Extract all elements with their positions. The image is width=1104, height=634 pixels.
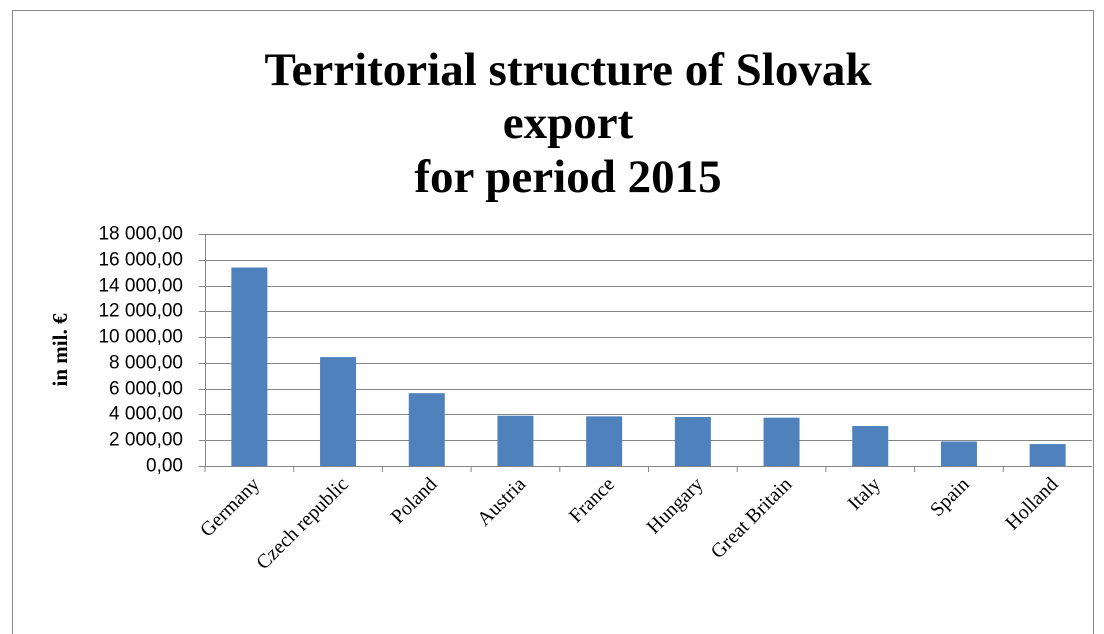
bar bbox=[497, 415, 534, 466]
y-tick-label: 4 000,00 bbox=[109, 404, 183, 425]
bar bbox=[1029, 444, 1066, 466]
y-tick-label: 18 000,00 bbox=[98, 224, 183, 245]
bar bbox=[852, 426, 889, 466]
y-tick-label: 12 000,00 bbox=[98, 301, 183, 322]
chart-title: for period 2015 bbox=[414, 151, 721, 203]
y-axis-label: in mil. € bbox=[48, 313, 72, 386]
chart-title: Territorial structure of Slovak bbox=[264, 44, 872, 96]
bar bbox=[940, 441, 977, 466]
chart-title: export bbox=[503, 97, 634, 149]
bar bbox=[320, 357, 357, 466]
bar bbox=[231, 267, 268, 466]
y-tick-label: 6 000,00 bbox=[109, 379, 183, 400]
y-tick-label: 16 000,00 bbox=[98, 250, 183, 271]
y-tick-label: 0,00 bbox=[146, 456, 183, 477]
bar bbox=[408, 393, 445, 466]
y-tick-label: 14 000,00 bbox=[98, 276, 183, 297]
bar bbox=[763, 417, 800, 466]
bar bbox=[674, 417, 711, 466]
bar bbox=[586, 416, 623, 466]
y-tick-label: 2 000,00 bbox=[109, 430, 183, 451]
chart-border bbox=[12, 10, 1094, 634]
y-tick-label: 10 000,00 bbox=[98, 327, 183, 348]
y-tick-label: 8 000,00 bbox=[109, 353, 183, 374]
